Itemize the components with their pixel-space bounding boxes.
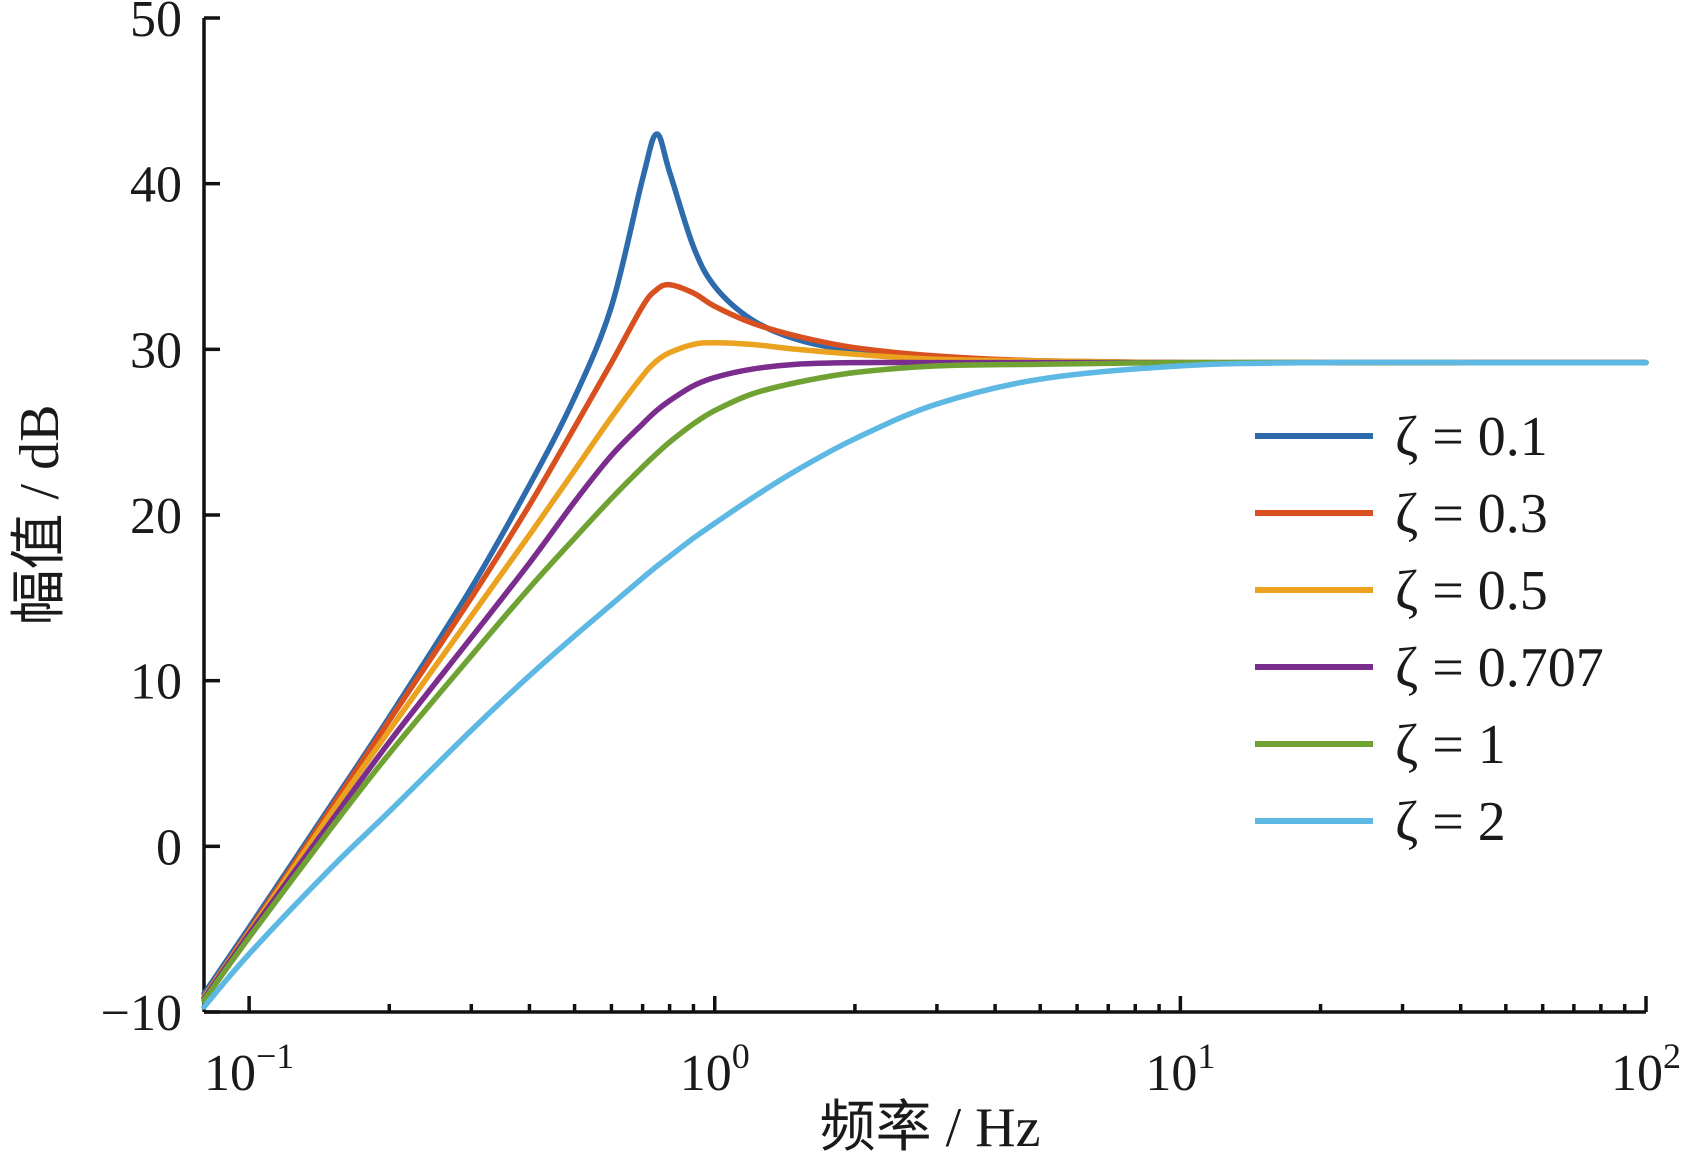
x-ticks: 10−1 100 101 102 (204, 996, 1681, 1102)
legend-label: ζ = 0.3 (1395, 483, 1548, 545)
x-axis: 10−1 100 101 102 (204, 996, 1681, 1102)
y-tick-label: 20 (130, 488, 182, 545)
x-tick-exponent: −1 (256, 1036, 294, 1076)
y-tick-label: 50 (130, 0, 182, 48)
y-ticks: 50 40 30 20 10 0 −10 (101, 0, 220, 1042)
x-tick-base: 10 (204, 1045, 256, 1102)
y-axis-title: 幅值 / dB (9, 405, 71, 626)
y-tick-label: −10 (101, 985, 182, 1042)
y-axis: 50 40 30 20 10 0 −10 (101, 0, 220, 1042)
legend: ζ = 0.1 ζ = 0.3 ζ = 0.5 ζ = 0.707 ζ = 1 ζ = 2 (1255, 406, 1604, 853)
x-tick-base: 10 (1611, 1045, 1663, 1102)
legend-label: ζ = 0.707 (1395, 637, 1604, 699)
x-tick-exponent: 0 (732, 1036, 750, 1076)
x-axis-title: 频率 / Hz (820, 1097, 1041, 1156)
x-tick-exponent: 2 (1663, 1036, 1681, 1076)
series-line (201, 359, 1649, 1010)
legend-label: ζ = 0.1 (1395, 406, 1548, 468)
plot-series (201, 131, 1649, 1010)
x-tick-base: 10 (1145, 1045, 1197, 1102)
legend-label: ζ = 0.5 (1395, 560, 1548, 622)
x-tick-base: 10 (680, 1045, 732, 1102)
y-tick-label: 30 (130, 322, 182, 379)
x-tick-label: 102 (1611, 1036, 1681, 1102)
y-tick-label: 0 (156, 819, 182, 876)
y-tick-label: 40 (130, 157, 182, 214)
y-tick-label: 10 (130, 654, 182, 711)
legend-label: ζ = 2 (1395, 791, 1506, 853)
x-tick-exponent: 1 (1197, 1036, 1215, 1076)
legend-label: ζ = 1 (1395, 714, 1506, 776)
x-tick-label: 100 (680, 1036, 750, 1102)
x-tick-label: 10−1 (204, 1036, 294, 1102)
x-tick-label: 101 (1145, 1036, 1215, 1102)
